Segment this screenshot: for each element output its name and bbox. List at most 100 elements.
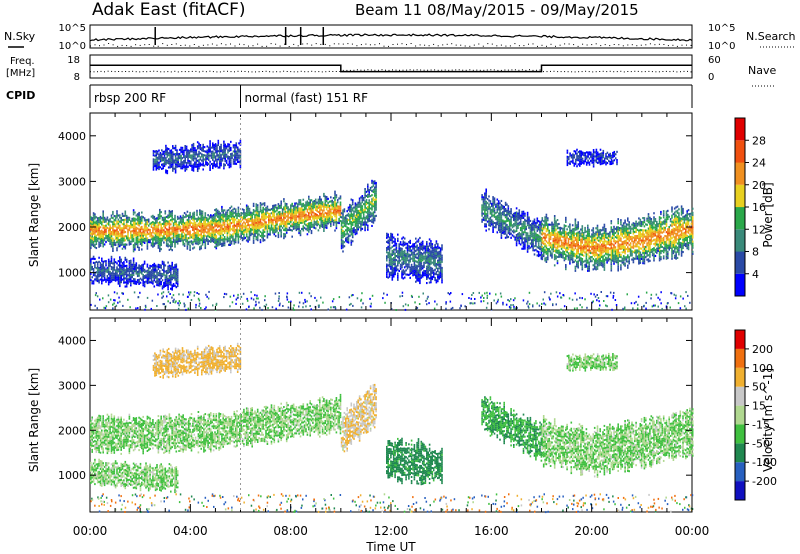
range-gate-cell [555, 228, 557, 231]
range-gate-cell [416, 248, 418, 251]
range-gate-cell [551, 246, 553, 249]
range-gate-cell [92, 222, 95, 225]
range-gate-cell [598, 250, 600, 253]
range-gate-cell [199, 248, 201, 251]
range-gate-cell [405, 246, 407, 249]
range-gate-cell [197, 218, 200, 221]
range-gate-cell [256, 206, 259, 209]
range-gate-cell [335, 223, 338, 226]
range-gate-cell [200, 226, 202, 229]
range-gate-cell [332, 211, 335, 214]
range-gate-cell [537, 246, 540, 249]
range-gate-cell [314, 208, 317, 211]
range-gate-cell [237, 212, 240, 215]
nave-point [248, 71, 249, 73]
range-gate-cell [134, 227, 136, 230]
nave-point [262, 71, 264, 72]
range-gate-cell [617, 236, 619, 239]
range-gate-cell [405, 273, 407, 276]
range-gate-cell [364, 227, 366, 230]
range-gate-cell [237, 231, 240, 234]
range-gate-cell [95, 236, 98, 239]
range-gate-cell [273, 210, 276, 213]
range-gate-cell [488, 224, 490, 227]
range-gate-cell [591, 260, 593, 263]
nsearch-point [153, 45, 155, 47]
range-gate-cell [431, 243, 434, 246]
range-gate-cell [354, 216, 357, 219]
range-gate-cell [347, 212, 350, 215]
range-gate-cell [405, 259, 407, 262]
range-gate-cell [103, 231, 106, 234]
range-gate-cell [301, 219, 303, 222]
range-gate-cell [531, 229, 533, 232]
range-gate-cell [493, 199, 496, 202]
range-gate-cell [239, 225, 241, 228]
range-gate-cell [243, 209, 245, 212]
range-gate-cell [360, 216, 362, 219]
range-gate-cell [560, 253, 563, 256]
range-gate-cell [617, 257, 619, 260]
range-gate-cell [232, 225, 234, 228]
range-gate-cell [240, 228, 242, 231]
range-gate-cell [581, 253, 584, 256]
range-gate-cell [134, 225, 136, 228]
range-gate-cell [441, 258, 443, 261]
range-gate-cell [484, 215, 486, 218]
range-gate-cell [216, 224, 219, 227]
range-gate-cell [342, 209, 344, 212]
range-gate-cell [417, 279, 420, 282]
range-gate-cell [427, 249, 429, 252]
range-gate-cell [117, 245, 120, 248]
range-gate-cell [233, 211, 236, 214]
range-gate-cell [325, 222, 328, 225]
range-gate-cell [602, 234, 604, 237]
range-gate-cell [373, 200, 376, 203]
range-gate-cell [214, 231, 216, 234]
nsearch-point [257, 43, 259, 45]
range-gate-cell [587, 253, 589, 256]
range-gate-cell [368, 199, 370, 202]
range-gate-cell [130, 240, 132, 243]
range-gate-cell [132, 231, 135, 234]
range-gate-cell [127, 235, 129, 238]
nave-point [223, 70, 225, 72]
range-gate-cell [103, 216, 106, 219]
range-gate-cell [135, 234, 138, 237]
range-gate-cell [240, 236, 242, 239]
range-gate-cell [102, 216, 104, 219]
range-gate-cell [576, 252, 578, 255]
range-gate-cell [334, 202, 336, 205]
range-gate-cell [295, 202, 298, 205]
nave-point [276, 71, 278, 73]
range-gate-cell [524, 227, 526, 230]
range-gate-cell [221, 242, 223, 245]
nsearch-point [207, 44, 209, 46]
range-gate-cell [320, 212, 322, 215]
range-gate-cell [592, 264, 595, 267]
range-gate-cell [482, 208, 485, 211]
range-gate-cell [504, 226, 507, 229]
range-gate-cell [409, 241, 411, 244]
range-gate-cell [332, 201, 335, 204]
range-gate-cell [168, 236, 171, 239]
range-gate-cell [132, 213, 135, 216]
range-gate-cell [397, 274, 399, 277]
range-gate-cell [529, 246, 532, 249]
range-gate-cell [544, 218, 546, 221]
range-gate-cell [613, 260, 615, 263]
range-gate-cell [539, 254, 541, 257]
range-gate-cell [571, 248, 574, 251]
range-gate-cell [236, 221, 238, 224]
range-gate-cell [556, 235, 559, 238]
range-gate-cell [373, 194, 376, 197]
range-gate-cell [397, 268, 399, 271]
range-gate-cell [233, 226, 236, 229]
range-gate-cell [395, 248, 398, 251]
range-gate-cell [298, 199, 300, 202]
range-gate-cell [387, 235, 389, 238]
range-gate-cell [514, 222, 516, 225]
range-gate-cell [226, 226, 229, 229]
range-gate-cell [204, 234, 207, 237]
range-gate-cell [119, 214, 121, 217]
